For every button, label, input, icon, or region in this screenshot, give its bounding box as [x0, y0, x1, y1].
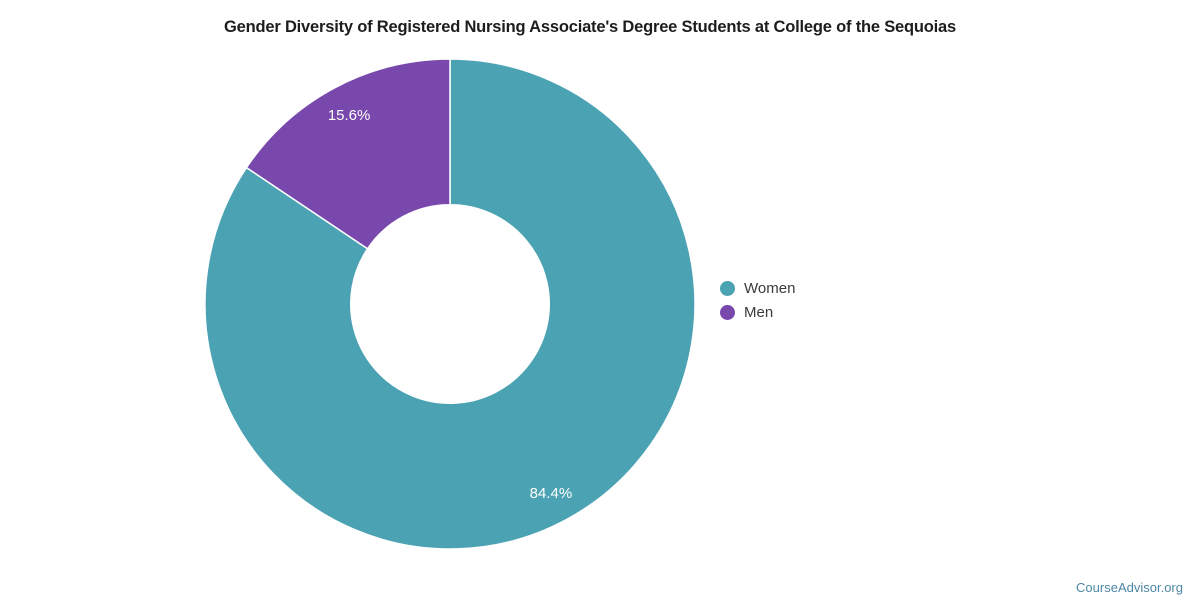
legend-label-men: Men — [744, 304, 774, 321]
legend-swatch-women-icon — [720, 281, 735, 296]
legend: Women Men — [720, 281, 795, 320]
legend-item-women[interactable]: Women — [720, 281, 795, 296]
legend-swatch-men-icon — [720, 305, 735, 320]
slice-label-men: 15.6% — [328, 107, 371, 124]
legend-label-women: Women — [744, 280, 796, 297]
courseadvisor-credit-link[interactable]: CourseAdvisor.org — [1076, 580, 1183, 595]
pie-slice-women[interactable] — [204, 58, 696, 550]
chart-title: Gender Diversity of Registered Nursing A… — [224, 18, 956, 36]
slice-label-women: 84.4% — [530, 485, 573, 502]
pie-slice-men[interactable] — [245, 58, 451, 250]
legend-item-men[interactable]: Men — [720, 305, 795, 320]
